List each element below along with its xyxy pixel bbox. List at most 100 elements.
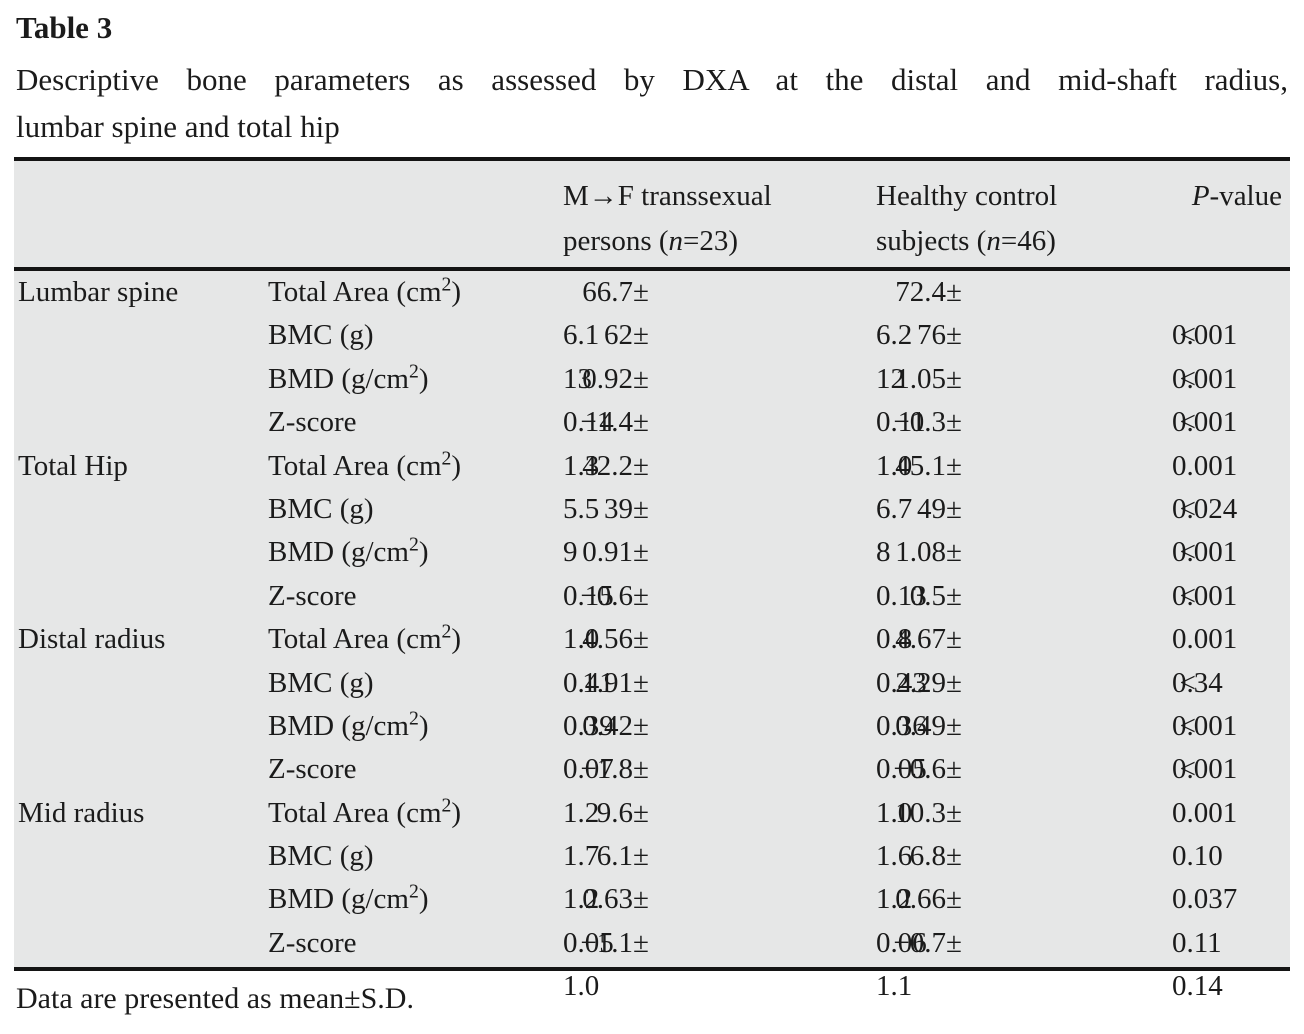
value-sd: 0.06 (876, 926, 927, 959)
value-mean: 0.5 (909, 579, 946, 612)
column-header-p-value: P-value (1191, 180, 1282, 212)
value-mean: 1.08 (895, 536, 946, 569)
p-number: 0.001 (1172, 362, 1238, 395)
row-parameter-label: BMD (g/cm2) (268, 533, 429, 569)
row-group-label: Lumbar spine (18, 276, 179, 308)
value-mf-transsexual: −1.4± 1.3 (563, 401, 876, 481)
control-header-line1: Healthy control (876, 180, 1058, 212)
p-number: 0.001 (1172, 579, 1238, 612)
value-mf-transsexual: 66.7± 6.1 (563, 271, 876, 351)
value-mean: 0.63 (582, 883, 633, 916)
value-mf-transsexual: 9.6± 1.7 (563, 792, 876, 872)
value-mf-transsexual: 0.92± 0.14 (563, 358, 876, 438)
value-healthy-control: 72.4± 6.2 (876, 271, 1172, 351)
row-group-label (14, 878, 268, 921)
column-header-mf-group: M→F transsexual persons (n=23) (563, 174, 876, 267)
row-parameter-label: BMD (g/cm2) (268, 707, 429, 742)
value-sd: 1.3 (563, 449, 600, 482)
value-sd: 1.2 (563, 883, 600, 916)
value-sd: 0.39 (563, 709, 614, 742)
value-healthy-control: 0.49± 0.05 (876, 705, 1172, 785)
value-mean: 4.67 (895, 623, 946, 656)
value-p: 0.11 (1172, 878, 1290, 959)
p-prefix: < (1179, 753, 1196, 786)
table-caption: Descriptive bone parameters as assessed … (16, 56, 1288, 150)
n-symbol: n (668, 225, 684, 257)
value-mean: 6.8 (909, 840, 946, 873)
value-mf-transsexual: 4.56± 0.41 (563, 618, 876, 698)
table-footnote: Data are presented as mean±S.D. (16, 982, 414, 1015)
table-header-row: M→F transsexual persons (n=23) Healthy c… (14, 161, 1290, 267)
value-mf-transsexual: 0.91± 0.15 (563, 531, 876, 611)
value-p: <0.001 (1172, 662, 1290, 742)
value-mean: −1.8 (580, 753, 633, 786)
p-number: 0.10 (1172, 840, 1223, 873)
value-p: <0.001 (1172, 748, 1290, 828)
value-p: <0.001 (1172, 488, 1290, 568)
value-p: <0.001 (1172, 358, 1290, 438)
row-group-label (14, 835, 268, 878)
value-sd: 8 (876, 536, 891, 569)
value-mean: −0.7 (893, 926, 946, 959)
value-healthy-control: 0.66± 0.06 (876, 878, 1172, 958)
value-healthy-control: 76± 12 (876, 314, 1172, 394)
value-sd: 0.36 (876, 709, 927, 742)
row-parameter-label: BMC (g) (268, 840, 374, 873)
value-mean: 45.1 (895, 449, 946, 482)
table-caption-line2: lumbar spine and total hip (16, 109, 340, 144)
row-group-label (14, 358, 268, 401)
value-mean: −1.1 (580, 926, 633, 959)
value-p: <0.001 (1172, 314, 1290, 394)
row-group-label (14, 401, 268, 444)
value-sd: 9 (563, 536, 578, 569)
value-healthy-control: 2.29± 0.36 (876, 662, 1172, 742)
p-number: 0.001 (1172, 753, 1238, 786)
table-bottom-rule (14, 967, 1290, 972)
value-sd: 1.7 (563, 840, 600, 873)
value-sd: 6.7 (876, 492, 913, 525)
p-number: 0.001 (1172, 709, 1238, 742)
value-healthy-control: −0.7± 1.1 (876, 922, 1172, 1002)
p-number: 0.001 (1172, 319, 1238, 352)
value-sd: 0.05 (563, 926, 614, 959)
value-sd: 6.2 (876, 319, 913, 352)
value-mf-transsexual: 0.42± 0.07 (563, 705, 876, 785)
row-group-label (14, 488, 268, 531)
row-group-label (14, 531, 268, 574)
p-number: 0.001 (1172, 449, 1238, 482)
value-sd: 5.5 (563, 492, 600, 525)
p-number: 0.11 (1172, 926, 1222, 959)
row-parameter-label: Total Area (cm2) (268, 273, 462, 308)
value-mf-transsexual: 1.91± 0.39 (563, 662, 876, 742)
value-sd: 1.0 (563, 970, 600, 1003)
value-mean: 0.66 (895, 883, 946, 916)
value-sd: 13 (563, 362, 592, 395)
row-group-label: Mid radius (18, 796, 145, 829)
value-mean: 72.4 (895, 276, 946, 308)
row-parameter-label: BMC (g) (268, 666, 374, 699)
p-number: 0.037 (1172, 883, 1238, 916)
row-parameter-label: Z-score (268, 926, 357, 959)
value-mean: −0.3 (893, 406, 946, 439)
value-p: 0.001 (1172, 271, 1290, 351)
row-group-label: Total Hip (18, 449, 128, 482)
value-sd: 1.0 (563, 623, 600, 656)
row-parameter-label: Total Area (cm2) (268, 794, 462, 829)
row-parameter-label: BMC (g) (268, 492, 374, 525)
value-mean: −1.4 (580, 406, 633, 439)
p-number: 0.001 (1172, 406, 1238, 439)
row-parameter-label: Z-score (268, 406, 357, 439)
row-parameter-label: BMC (g) (268, 319, 374, 352)
value-mf-transsexual: 39± 9 (563, 488, 876, 568)
value-sd: 1.2 (876, 883, 913, 916)
value-mean: 9.6 (596, 796, 633, 829)
value-sd: 0.14 (563, 406, 614, 439)
value-sd: 0.13 (876, 579, 927, 612)
value-sd: 1.0 (876, 449, 913, 482)
value-mean: 66.7 (582, 276, 633, 308)
header-spacer-parameter (268, 174, 563, 267)
value-mean: 4.56 (582, 623, 633, 656)
p-number: 0.001 (1172, 796, 1238, 829)
p-prefix: < (1179, 666, 1196, 699)
